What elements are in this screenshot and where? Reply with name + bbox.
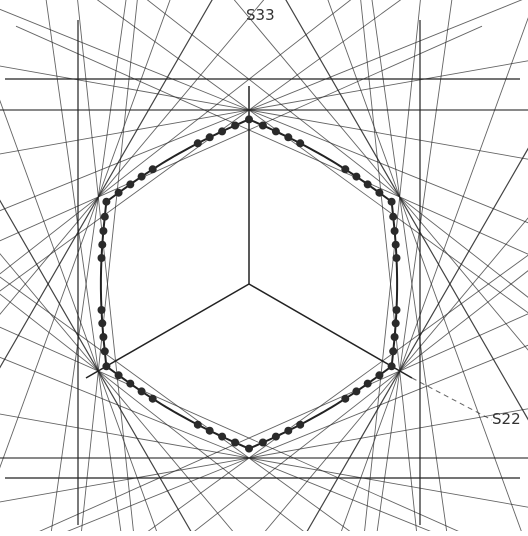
data-point bbox=[99, 333, 108, 341]
tangent-line bbox=[140, 254, 528, 536]
data-point bbox=[100, 347, 109, 356]
tangent-line bbox=[363, 0, 421, 536]
tangent-line bbox=[0, 0, 265, 315]
data-point bbox=[392, 254, 401, 262]
data-point bbox=[193, 420, 202, 429]
data-point bbox=[341, 165, 350, 174]
data-point bbox=[193, 139, 202, 148]
data-point bbox=[245, 444, 253, 453]
data-point bbox=[363, 379, 372, 388]
tangent-line bbox=[376, 0, 453, 536]
axis-s22 bbox=[248, 283, 413, 379]
data-point bbox=[341, 394, 350, 403]
tangent-line bbox=[15, 25, 528, 255]
tangent-line bbox=[187, 270, 528, 536]
data-point bbox=[231, 121, 240, 130]
data-point bbox=[352, 172, 361, 181]
axis-s11 bbox=[85, 283, 250, 379]
data-point bbox=[387, 197, 396, 206]
data-point bbox=[137, 387, 146, 396]
data-point bbox=[391, 240, 400, 249]
data-point bbox=[258, 438, 267, 447]
data-point bbox=[97, 306, 106, 314]
data-point bbox=[389, 212, 398, 221]
data-point bbox=[99, 227, 108, 235]
tangent-line bbox=[0, 0, 352, 275]
data-point bbox=[137, 172, 146, 181]
data-point bbox=[363, 180, 372, 189]
data-point bbox=[97, 254, 106, 262]
data-point-set bbox=[97, 115, 401, 453]
data-point bbox=[284, 133, 293, 142]
data-point bbox=[218, 127, 227, 136]
tangent-line bbox=[146, 0, 528, 298]
tangent-line bbox=[0, 0, 523, 212]
data-point bbox=[352, 387, 361, 396]
data-point bbox=[375, 371, 384, 380]
data-point bbox=[390, 333, 399, 341]
data-point bbox=[375, 188, 384, 197]
data-point bbox=[296, 139, 305, 148]
data-point bbox=[98, 319, 107, 328]
data-point bbox=[258, 121, 267, 130]
data-point bbox=[102, 197, 111, 206]
tangent-line bbox=[0, 99, 159, 536]
data-point bbox=[390, 227, 399, 235]
tangent-line bbox=[0, 293, 311, 536]
data-point bbox=[389, 347, 398, 356]
tangent-line bbox=[45, 0, 122, 536]
tangent-line bbox=[0, 8, 528, 224]
tangent-line bbox=[0, 326, 471, 536]
axis-s22-extension bbox=[411, 377, 493, 421]
data-point bbox=[114, 188, 123, 197]
data-point bbox=[391, 319, 400, 328]
data-point bbox=[126, 379, 135, 388]
data-point bbox=[271, 127, 280, 136]
tangent-line bbox=[0, 25, 483, 242]
tangent-line bbox=[0, 276, 358, 536]
data-point bbox=[98, 240, 107, 249]
tangent-line bbox=[27, 313, 528, 536]
data-point bbox=[205, 426, 214, 435]
tangent-line bbox=[360, 0, 418, 536]
data-point bbox=[114, 371, 123, 380]
data-point bbox=[284, 426, 293, 435]
data-point bbox=[271, 432, 280, 441]
axis-label-s33: S33 bbox=[246, 6, 275, 24]
tangent-line bbox=[0, 0, 213, 369]
data-point bbox=[205, 133, 214, 142]
tangent-line bbox=[80, 0, 138, 536]
data-point bbox=[126, 180, 135, 189]
data-point bbox=[102, 362, 111, 371]
data-point bbox=[148, 394, 157, 403]
data-point bbox=[387, 362, 396, 371]
data-point bbox=[218, 432, 227, 441]
tangent-line bbox=[0, 0, 171, 469]
data-point bbox=[392, 306, 401, 314]
axis-label-s22: S22 bbox=[492, 410, 521, 428]
data-point bbox=[296, 420, 305, 429]
data-point bbox=[245, 115, 253, 124]
tangent-line bbox=[260, 217, 528, 536]
data-point bbox=[100, 212, 109, 221]
data-point bbox=[231, 438, 240, 447]
data-point bbox=[148, 165, 157, 174]
